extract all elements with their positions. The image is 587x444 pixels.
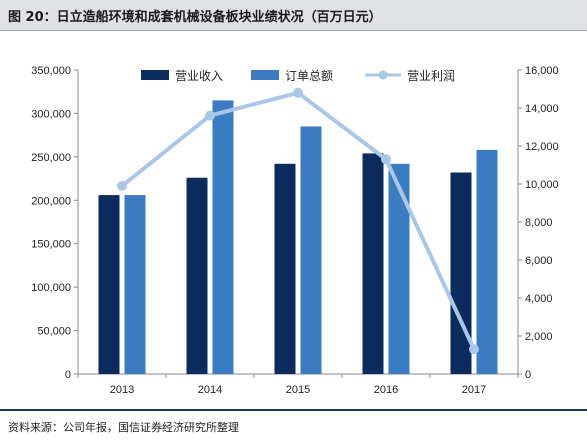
right-axis-tick-label: 12,000 — [525, 141, 559, 153]
line-point — [469, 344, 479, 355]
left-axis-tick-label: 200,000 — [31, 195, 71, 207]
left-axis-tick-label: 250,000 — [31, 152, 71, 164]
bar — [186, 177, 208, 374]
left-axis-tick-label: 50,000 — [37, 326, 71, 338]
x-axis-tick-label: 2015 — [286, 384, 310, 396]
left-axis-tick-label: 0 — [65, 369, 71, 381]
right-axis-tick-label: 14,000 — [525, 103, 559, 115]
bar — [300, 126, 322, 374]
x-axis-tick-label: 2017 — [462, 384, 486, 396]
title-divider — [0, 30, 587, 31]
x-axis-tick-label: 2013 — [110, 384, 134, 396]
legend-layer: 营业收入 订单总额 营业利润 — [141, 69, 455, 83]
legend-label: 营业利润 — [407, 69, 455, 83]
figure-title-bar: 图 20：日立造船环境和成套机械设备板块业绩状况（百万日元） — [0, 0, 587, 30]
line-point — [117, 180, 127, 191]
left-axis-tick-label: 300,000 — [31, 108, 71, 120]
legend-swatch — [251, 70, 279, 80]
bar — [98, 195, 120, 374]
bar — [450, 172, 472, 374]
legend-marker — [378, 70, 388, 80]
line-series-path — [120, 90, 476, 351]
legend-label: 订单总额 — [285, 69, 333, 83]
line-point — [205, 110, 215, 121]
left-axis-tick-label: 100,000 — [31, 282, 71, 294]
legend-swatch — [141, 70, 169, 80]
left-axis-tick-label: 350,000 — [31, 65, 71, 77]
bar — [476, 149, 498, 374]
bottom-divider — [0, 409, 587, 411]
right-axis-tick-label: 4,000 — [525, 293, 553, 305]
figure-title: 图 20：日立造船环境和成套机械设备板块业绩状况（百万日元） — [8, 10, 382, 25]
legend-label: 营业收入 — [175, 69, 223, 83]
right-axis-tick-label: 0 — [525, 369, 531, 381]
bar — [362, 153, 384, 374]
right-axis-tick-label: 8,000 — [525, 217, 553, 229]
x-axis-tick-label: 2014 — [198, 384, 222, 396]
bar — [212, 100, 234, 375]
bar — [124, 195, 146, 374]
bars-layer — [98, 100, 498, 375]
right-axis-tick-label: 10,000 — [525, 179, 559, 191]
right-axis-tick-label: 6,000 — [525, 255, 553, 267]
bar — [274, 163, 296, 374]
x-axis-tick-label: 2016 — [374, 384, 398, 396]
right-axis-tick-label: 16,000 — [525, 65, 559, 77]
line-point — [381, 154, 391, 165]
line-point — [293, 87, 303, 98]
left-axis-tick-label: 150,000 — [31, 239, 71, 251]
right-axis-tick-label: 2,000 — [525, 331, 553, 343]
axes-layer: 0 50,000 100,000 150,000 200,000 250,000 300,0… — [31, 65, 558, 396]
figure-source: 资料来源：公司年报，国信证券经济研究所整理 — [8, 421, 239, 434]
line-layer — [117, 87, 479, 355]
bar — [388, 163, 410, 374]
